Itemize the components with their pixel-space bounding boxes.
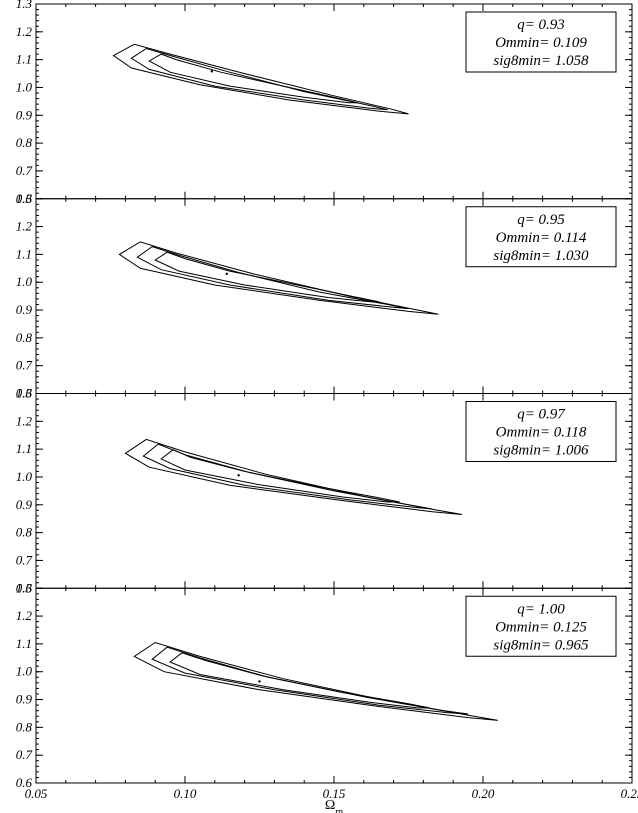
ytick-label: 1.0: [16, 79, 33, 94]
ytick-label: 1.1: [16, 52, 32, 67]
xtick-label: 0.20: [472, 786, 495, 801]
ytick-label: 1.1: [16, 441, 32, 456]
ytick-label: 1.3: [16, 191, 33, 206]
ytick-label: 1.2: [16, 608, 33, 623]
ytick-label: 1.3: [16, 0, 33, 11]
ytick-label: 0.9: [16, 497, 33, 512]
panel-3: 0.60.70.80.91.01.11.21.30.050.100.150.20…: [16, 580, 638, 801]
info-line: q= 0.97: [517, 407, 566, 423]
ytick-label: 1.3: [16, 386, 33, 401]
panel-0: 0.60.70.80.91.01.11.21.3q= 0.93Ommin= 0.…: [16, 0, 632, 206]
ytick-label: 1.2: [16, 413, 33, 428]
contour: [114, 44, 409, 114]
xtick-label: 0.05: [25, 786, 48, 801]
info-line: sig8min= 1.030: [493, 248, 589, 264]
ytick-label: 0.7: [16, 358, 33, 373]
info-line: sig8min= 1.006: [493, 443, 589, 459]
info-line: Ommin= 0.114: [496, 230, 587, 246]
panel-1: 0.60.70.80.91.01.11.21.3q= 0.95Ommin= 0.…: [16, 191, 632, 401]
ytick-label: 0.7: [16, 552, 33, 567]
ytick-label: 1.2: [16, 24, 33, 39]
info-line: sig8min= 0.965: [493, 637, 589, 653]
ytick-label: 0.8: [16, 330, 33, 345]
best-fit-marker: [211, 70, 213, 72]
ytick-label: 0.8: [16, 525, 33, 540]
ytick-label: 0.7: [16, 163, 33, 178]
contour-figure: 0.60.70.80.91.01.11.21.3q= 0.93Ommin= 0.…: [0, 0, 638, 813]
best-fit-marker: [237, 474, 239, 476]
ytick-label: 1.0: [16, 274, 33, 289]
ytick-label: 1.1: [16, 636, 32, 651]
info-line: q= 1.00: [517, 601, 565, 617]
contour: [152, 647, 468, 714]
ytick-label: 0.8: [16, 135, 33, 150]
best-fit-marker: [258, 680, 260, 682]
info-line: Ommin= 0.118: [496, 425, 587, 441]
info-line: q= 0.95: [517, 212, 565, 228]
info-line: Ommin= 0.125: [495, 619, 587, 635]
ytick-label: 0.9: [16, 692, 33, 707]
ytick-label: 0.7: [16, 747, 33, 762]
ytick-label: 1.2: [16, 219, 33, 234]
ytick-label: 1.1: [16, 246, 32, 261]
ytick-label: 0.9: [16, 302, 33, 317]
ytick-label: 0.8: [16, 719, 33, 734]
info-line: Ommin= 0.109: [495, 35, 587, 51]
best-fit-marker: [226, 273, 228, 275]
ytick-label: 0.9: [16, 107, 33, 122]
info-line: sig8min= 1.058: [493, 53, 589, 69]
ytick-label: 1.0: [16, 664, 33, 679]
info-line: q= 0.93: [517, 17, 565, 33]
ytick-label: 1.3: [16, 580, 33, 595]
xtick-label: 0.10: [174, 786, 197, 801]
panel-2: 0.60.70.80.91.01.11.21.3q= 0.97Ommin= 0.…: [16, 386, 632, 596]
ytick-label: 1.0: [16, 469, 33, 484]
contour: [143, 444, 432, 509]
xtick-label: 0.25: [621, 786, 638, 801]
